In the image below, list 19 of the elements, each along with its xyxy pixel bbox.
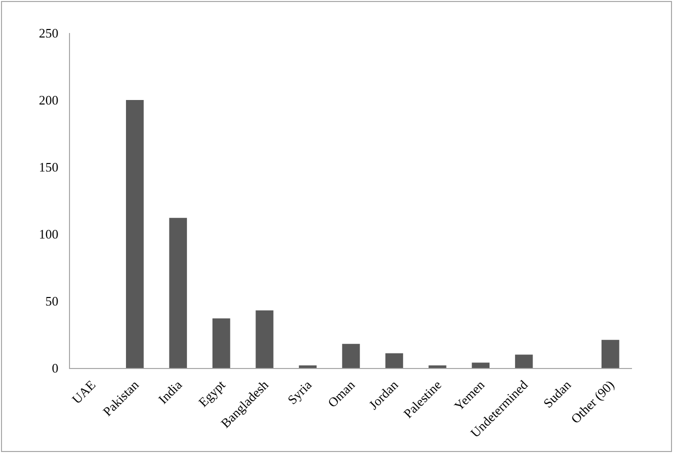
y-tick-label: 100	[38, 226, 58, 242]
bar	[472, 362, 490, 368]
bar	[385, 353, 404, 368]
bar	[298, 365, 317, 368]
y-tick-label: 150	[38, 160, 58, 175]
bar	[256, 310, 274, 368]
y-tick-label: 0	[52, 360, 58, 376]
bar	[126, 100, 144, 368]
bar	[212, 318, 230, 368]
bar	[169, 218, 187, 368]
bar	[602, 340, 620, 368]
bar	[428, 365, 446, 368]
bar	[342, 344, 360, 368]
y-tick-label: 200	[38, 92, 58, 108]
y-tick-label: 250	[38, 26, 58, 41]
x-tick-label: Syria	[284, 377, 315, 408]
bar	[515, 354, 533, 368]
y-tick-label: 50	[45, 294, 58, 309]
x-tick-label: India	[155, 377, 185, 407]
